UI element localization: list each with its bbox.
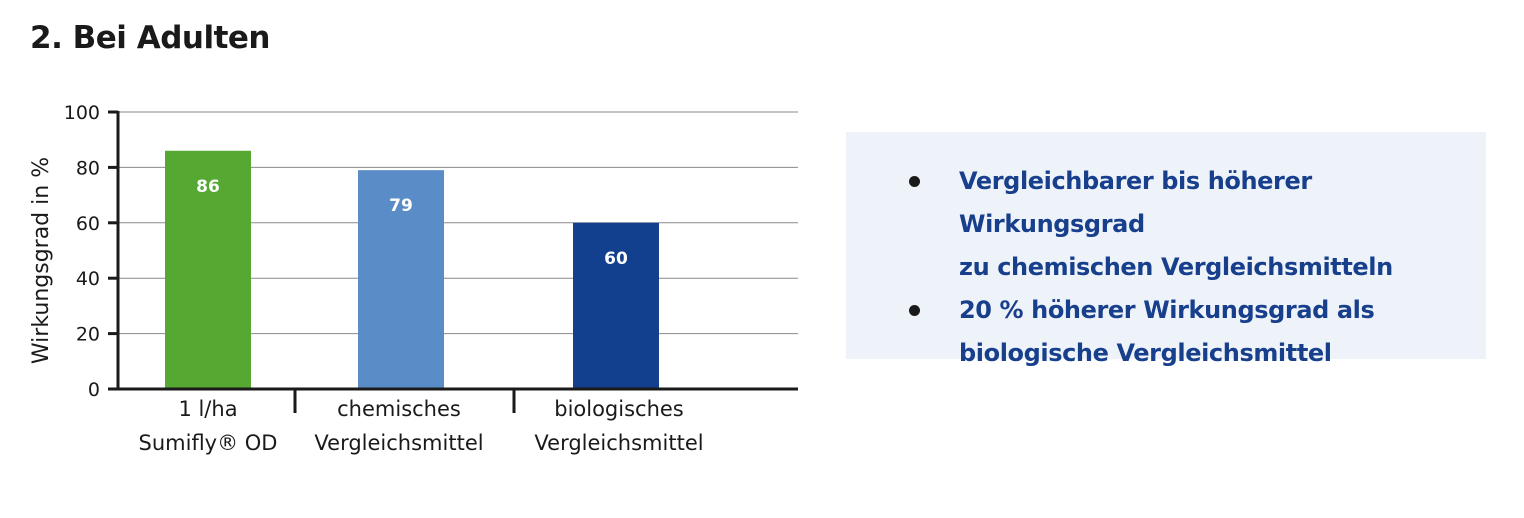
x-tick-label: 1 l/ha xyxy=(178,397,237,421)
bullet-1-line-1: Vergleichbarer bis höherer Wirkungsgrad xyxy=(959,167,1312,238)
bullet-icon xyxy=(909,176,920,187)
x-tick-label: Sumifly® OD xyxy=(139,431,278,455)
bullet-list: Vergleichbarer bis höherer Wirkungsgrad … xyxy=(846,160,1486,375)
data-label: 86 xyxy=(196,177,220,197)
y-tick-label: 20 xyxy=(76,324,100,346)
y-tick-label: 80 xyxy=(76,157,100,179)
data-label: 60 xyxy=(604,249,628,269)
bullet-1-line-2: zu chemischen Vergleichsmitteln xyxy=(959,253,1393,281)
y-tick-label: 100 xyxy=(64,102,100,124)
bullet-icon xyxy=(909,305,920,316)
y-axis-label: Wirkungsgrad in % xyxy=(29,157,54,364)
y-tick-label: 0 xyxy=(88,379,100,401)
y-tick-label: 60 xyxy=(76,213,100,235)
info-box: Vergleichbarer bis höherer Wirkungsgrad … xyxy=(846,132,1486,367)
bullet-item-1: Vergleichbarer bis höherer Wirkungsgrad … xyxy=(846,160,1486,289)
bar-chart: 0 20 40 60 80 100 Wirkungsgrad in % 86 79 60 1 l/h… xyxy=(29,102,798,455)
bar xyxy=(165,150,251,389)
bullet-item-2: 20 % höherer Wirkungsgrad als biologisch… xyxy=(846,289,1486,375)
x-tick-label: Vergleichsmittel xyxy=(534,431,703,455)
page-title: 2. Bei Adulten xyxy=(30,20,271,56)
data-label: 79 xyxy=(389,196,413,216)
bullet-2-line-1: 20 % höherer Wirkungsgrad als xyxy=(959,296,1375,324)
x-tick-label: biologisches xyxy=(554,397,684,421)
bar xyxy=(573,222,659,389)
x-tick-label: chemisches xyxy=(337,397,461,421)
y-tick-label: 40 xyxy=(76,268,100,290)
bullet-2-line-2: biologische Vergleichsmittel xyxy=(959,339,1332,367)
bar xyxy=(358,170,444,389)
x-tick-label: Vergleichsmittel xyxy=(314,431,483,455)
